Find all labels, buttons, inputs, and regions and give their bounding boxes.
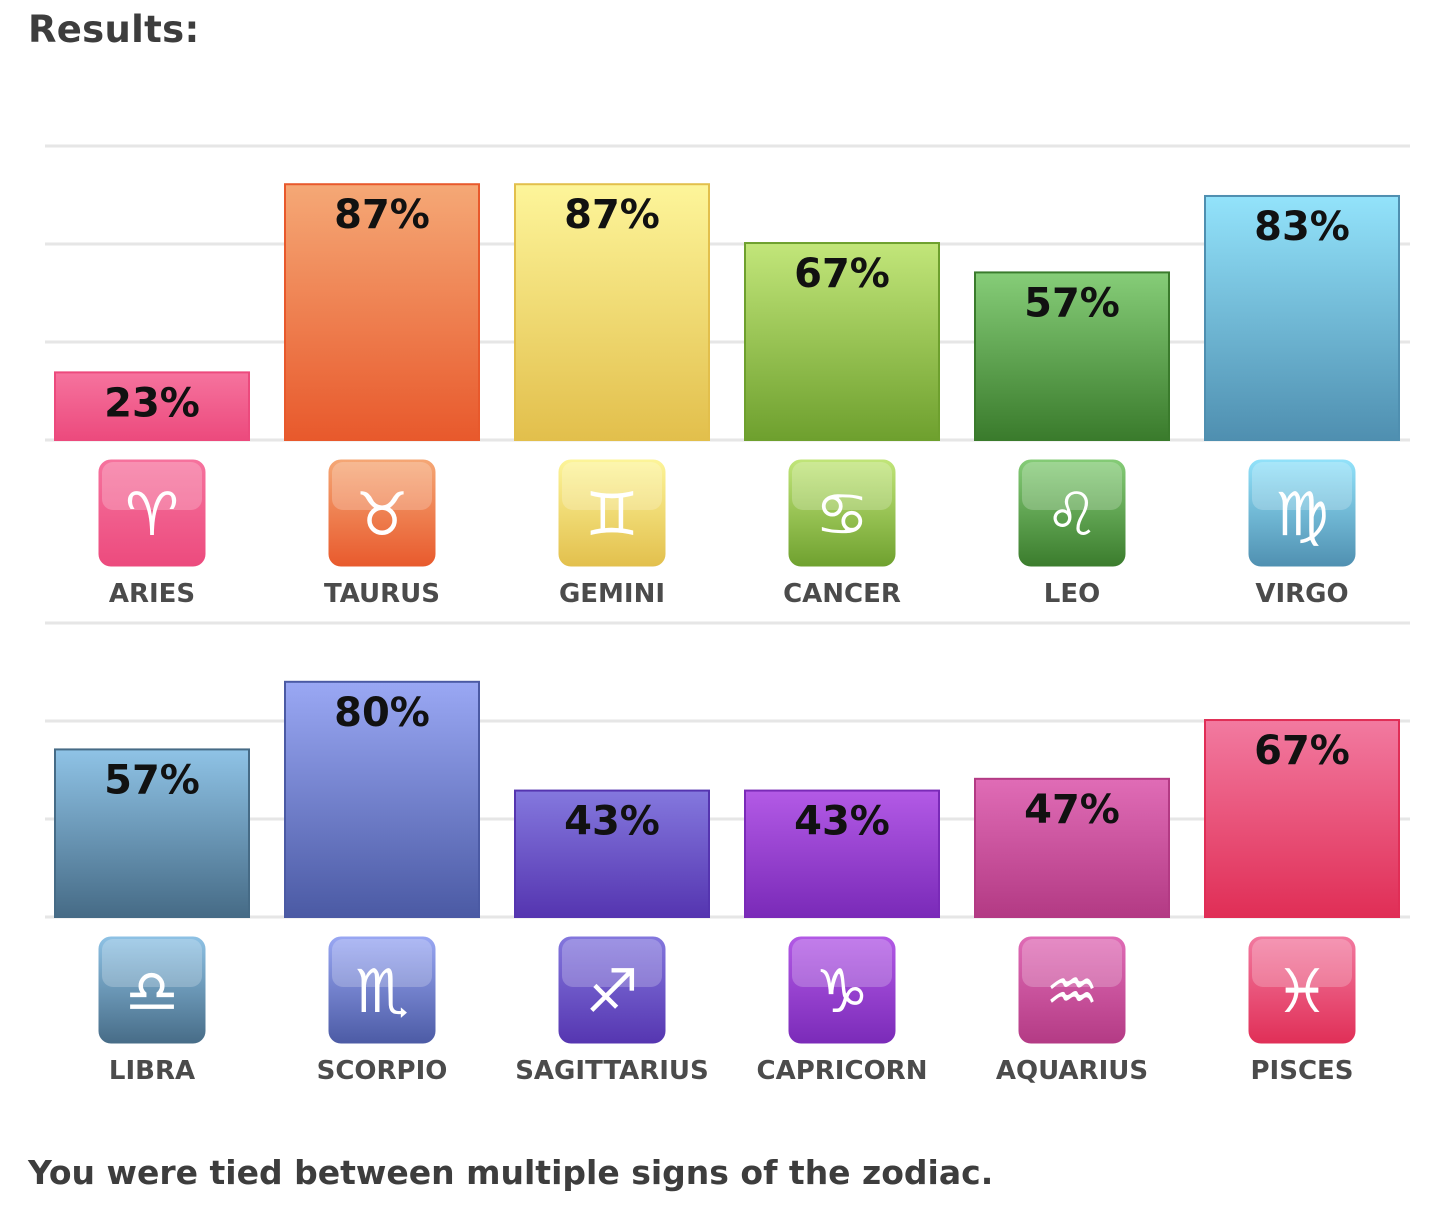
value-label-gemini: 87% xyxy=(564,192,660,238)
sign-label-pisces: PISCES xyxy=(1250,1056,1353,1086)
value-label-aries: 23% xyxy=(104,380,200,426)
chart-panel-1: 23% ♈ ARIES 87% ♉ TAURUS 87% ♊ GEMINI 67% ♋ CANCER 5… xyxy=(45,144,1410,609)
value-label-libra: 57% xyxy=(104,757,200,803)
bar-scorpio xyxy=(284,680,480,918)
sign-label-aquarius: AQUARIUS xyxy=(996,1056,1148,1086)
sign-label-taurus: TAURUS xyxy=(324,579,440,609)
bar-sagittarius xyxy=(514,789,710,919)
results-heading: Results: xyxy=(28,8,200,51)
bar-pisces xyxy=(1204,719,1400,919)
capricorn-icon: ♑ xyxy=(785,933,899,1047)
leo-icon: ♌ xyxy=(1015,456,1129,570)
svg-text:♒: ♒ xyxy=(1045,957,1099,1027)
value-label-leo: 57% xyxy=(1024,280,1120,326)
svg-text:♓: ♓ xyxy=(1275,957,1329,1027)
sign-label-cancer: CANCER xyxy=(783,579,901,609)
sign-label-libra: LIBRA xyxy=(109,1056,195,1086)
sign-label-capricorn: CAPRICORN xyxy=(757,1056,928,1086)
svg-text:♈: ♈ xyxy=(125,480,179,550)
sign-label-leo: LEO xyxy=(1044,579,1100,609)
chart-panel-2: 57% ♎ LIBRA 80% ♏ SCORPIO 43% ♐ SAGITTARIUS 43% ♑ C… xyxy=(45,621,1410,1086)
svg-text:♋: ♋ xyxy=(815,480,869,550)
value-label-taurus: 87% xyxy=(334,192,430,238)
cancer-icon: ♋ xyxy=(785,456,899,570)
bar-cancer xyxy=(744,242,940,441)
sign-label-aries: ARIES xyxy=(109,579,195,609)
value-label-scorpio: 80% xyxy=(334,690,430,736)
bar-leo xyxy=(974,271,1170,442)
sign-label-sagittarius: SAGITTARIUS xyxy=(515,1056,709,1086)
bar-capricorn xyxy=(744,789,940,919)
gemini-icon: ♊ xyxy=(555,456,669,570)
taurus-icon: ♉ xyxy=(325,456,439,570)
bar-aries xyxy=(54,371,250,442)
result-summary: You were tied between multiple signs of … xyxy=(28,1153,994,1192)
value-label-sagittarius: 43% xyxy=(564,799,660,845)
svg-text:♐: ♐ xyxy=(585,957,639,1027)
svg-text:♊: ♊ xyxy=(585,480,639,550)
svg-text:♏: ♏ xyxy=(355,957,409,1027)
sign-label-scorpio: SCORPIO xyxy=(317,1056,448,1086)
value-label-cancer: 67% xyxy=(794,251,890,297)
svg-text:♍: ♍ xyxy=(1275,480,1329,550)
svg-text:♎: ♎ xyxy=(125,957,179,1027)
bar-gemini xyxy=(514,183,710,441)
libra-icon: ♎ xyxy=(95,933,209,1047)
bar-taurus xyxy=(284,183,480,441)
svg-text:♌: ♌ xyxy=(1045,480,1099,550)
sagittarius-icon: ♐ xyxy=(555,933,669,1047)
zodiac-results-chart: 23% ♈ ARIES 87% ♉ TAURUS 87% ♊ GEMINI 67% ♋ CANCER 5… xyxy=(45,144,1410,1086)
bar-virgo xyxy=(1204,194,1400,441)
value-label-virgo: 83% xyxy=(1254,204,1350,250)
bar-libra xyxy=(54,748,250,918)
bar-aquarius xyxy=(974,777,1170,918)
value-label-capricorn: 43% xyxy=(794,799,890,845)
value-label-pisces: 67% xyxy=(1254,728,1350,774)
value-label-aquarius: 47% xyxy=(1024,787,1120,833)
aries-icon: ♈ xyxy=(95,456,209,570)
sign-label-virgo: VIRGO xyxy=(1255,579,1348,609)
svg-text:♑: ♑ xyxy=(815,957,869,1027)
pisces-icon: ♓ xyxy=(1245,933,1359,1047)
sign-label-gemini: GEMINI xyxy=(559,579,665,609)
scorpio-icon: ♏ xyxy=(325,933,439,1047)
virgo-icon: ♍ xyxy=(1245,456,1359,570)
aquarius-icon: ♒ xyxy=(1015,933,1129,1047)
svg-text:♉: ♉ xyxy=(355,480,409,550)
